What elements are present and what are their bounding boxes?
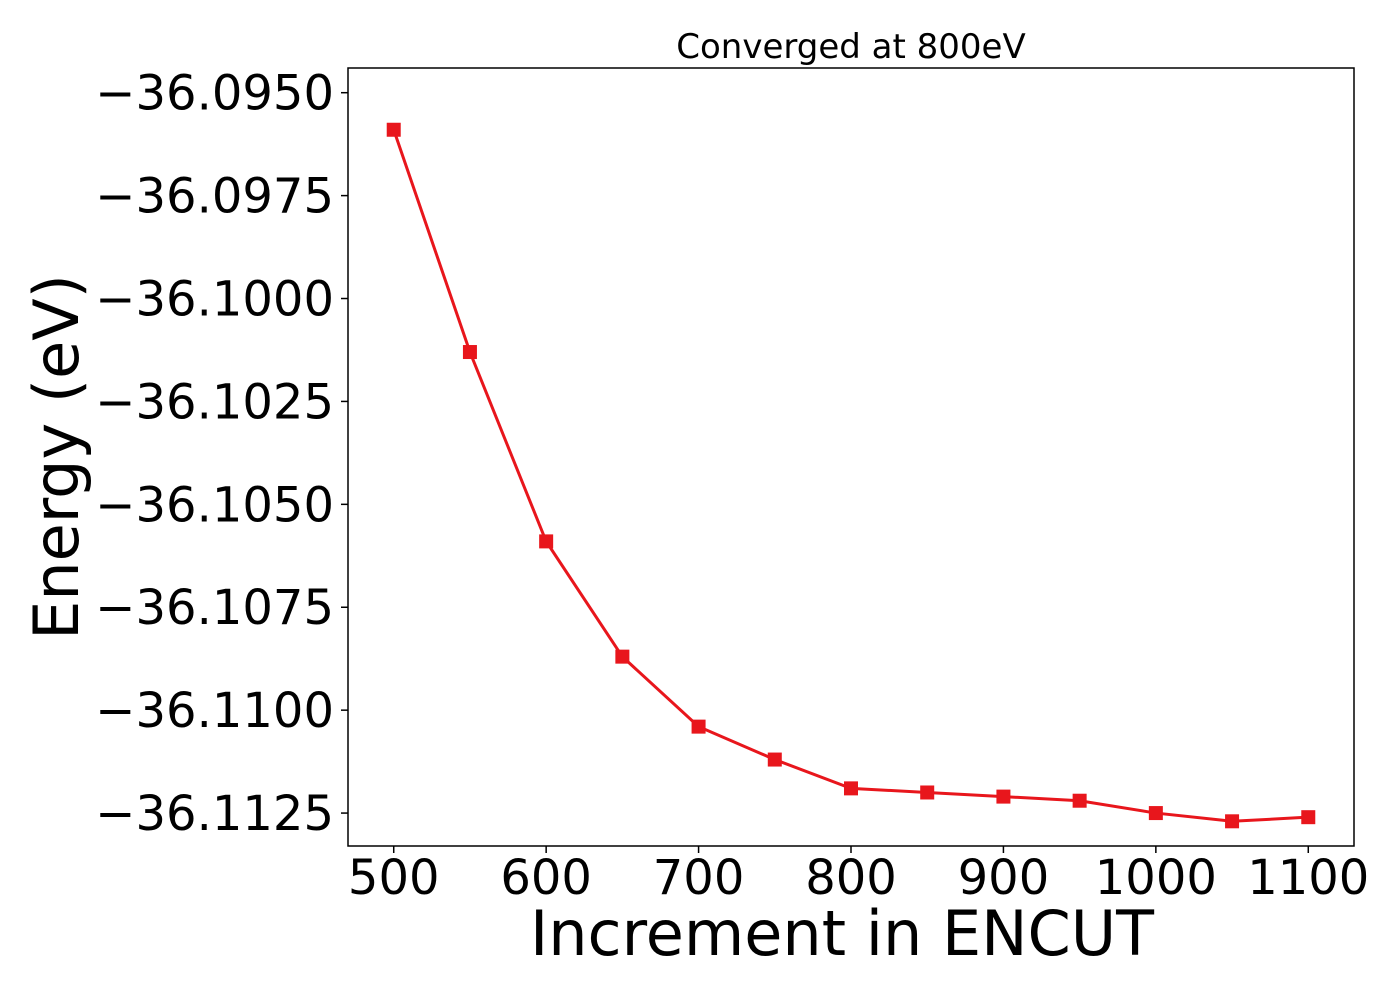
x-tick-label: 1100 bbox=[1247, 850, 1369, 906]
y-tick-label: −36.0975 bbox=[95, 169, 334, 225]
series-layer bbox=[386, 122, 1316, 829]
y-tick-label: −36.0950 bbox=[95, 66, 334, 122]
y-tick-label: −36.1050 bbox=[95, 477, 334, 533]
data-point-marker bbox=[844, 781, 858, 796]
chart-title: Converged at 800eV bbox=[676, 27, 1025, 67]
data-point-marker bbox=[539, 534, 554, 549]
y-axis-ticks: −36.0950 −36.0975 −36.1000 −36.1025 −36.1050… bbox=[95, 66, 348, 842]
y-tick-label: −36.1100 bbox=[95, 683, 334, 739]
y-tick-label: −36.1000 bbox=[95, 272, 334, 328]
x-axis-title: Increment in ENCUT bbox=[530, 897, 1155, 970]
data-point-marker bbox=[1301, 810, 1316, 825]
data-point-marker bbox=[691, 719, 706, 734]
data-point-marker bbox=[386, 122, 401, 137]
data-point-marker bbox=[615, 649, 630, 664]
x-tick-label: 1000 bbox=[1095, 850, 1217, 906]
y-axis-title: Energy (eV) bbox=[20, 274, 93, 640]
data-point-marker bbox=[1225, 814, 1240, 829]
x-tick-label: 900 bbox=[958, 850, 1050, 906]
data-point-marker bbox=[1148, 806, 1163, 821]
y-tick-label: −36.1025 bbox=[95, 374, 334, 430]
data-point-marker bbox=[996, 789, 1011, 804]
plot-area bbox=[347, 67, 1355, 847]
y-tick-label: −36.1075 bbox=[95, 580, 334, 636]
y-tick-label: −36.1125 bbox=[95, 786, 334, 842]
x-tick-label: 700 bbox=[653, 850, 745, 906]
data-point-marker bbox=[462, 345, 477, 360]
data-point-marker bbox=[767, 752, 782, 767]
x-tick-label: 500 bbox=[348, 850, 440, 906]
x-axis-ticks: 500 600 700 800 900 1000 1100 bbox=[348, 846, 1369, 906]
x-tick-label: 600 bbox=[500, 850, 592, 906]
data-point-marker bbox=[920, 785, 935, 800]
data-point-marker bbox=[1072, 793, 1087, 808]
x-tick-label: 800 bbox=[805, 850, 897, 906]
